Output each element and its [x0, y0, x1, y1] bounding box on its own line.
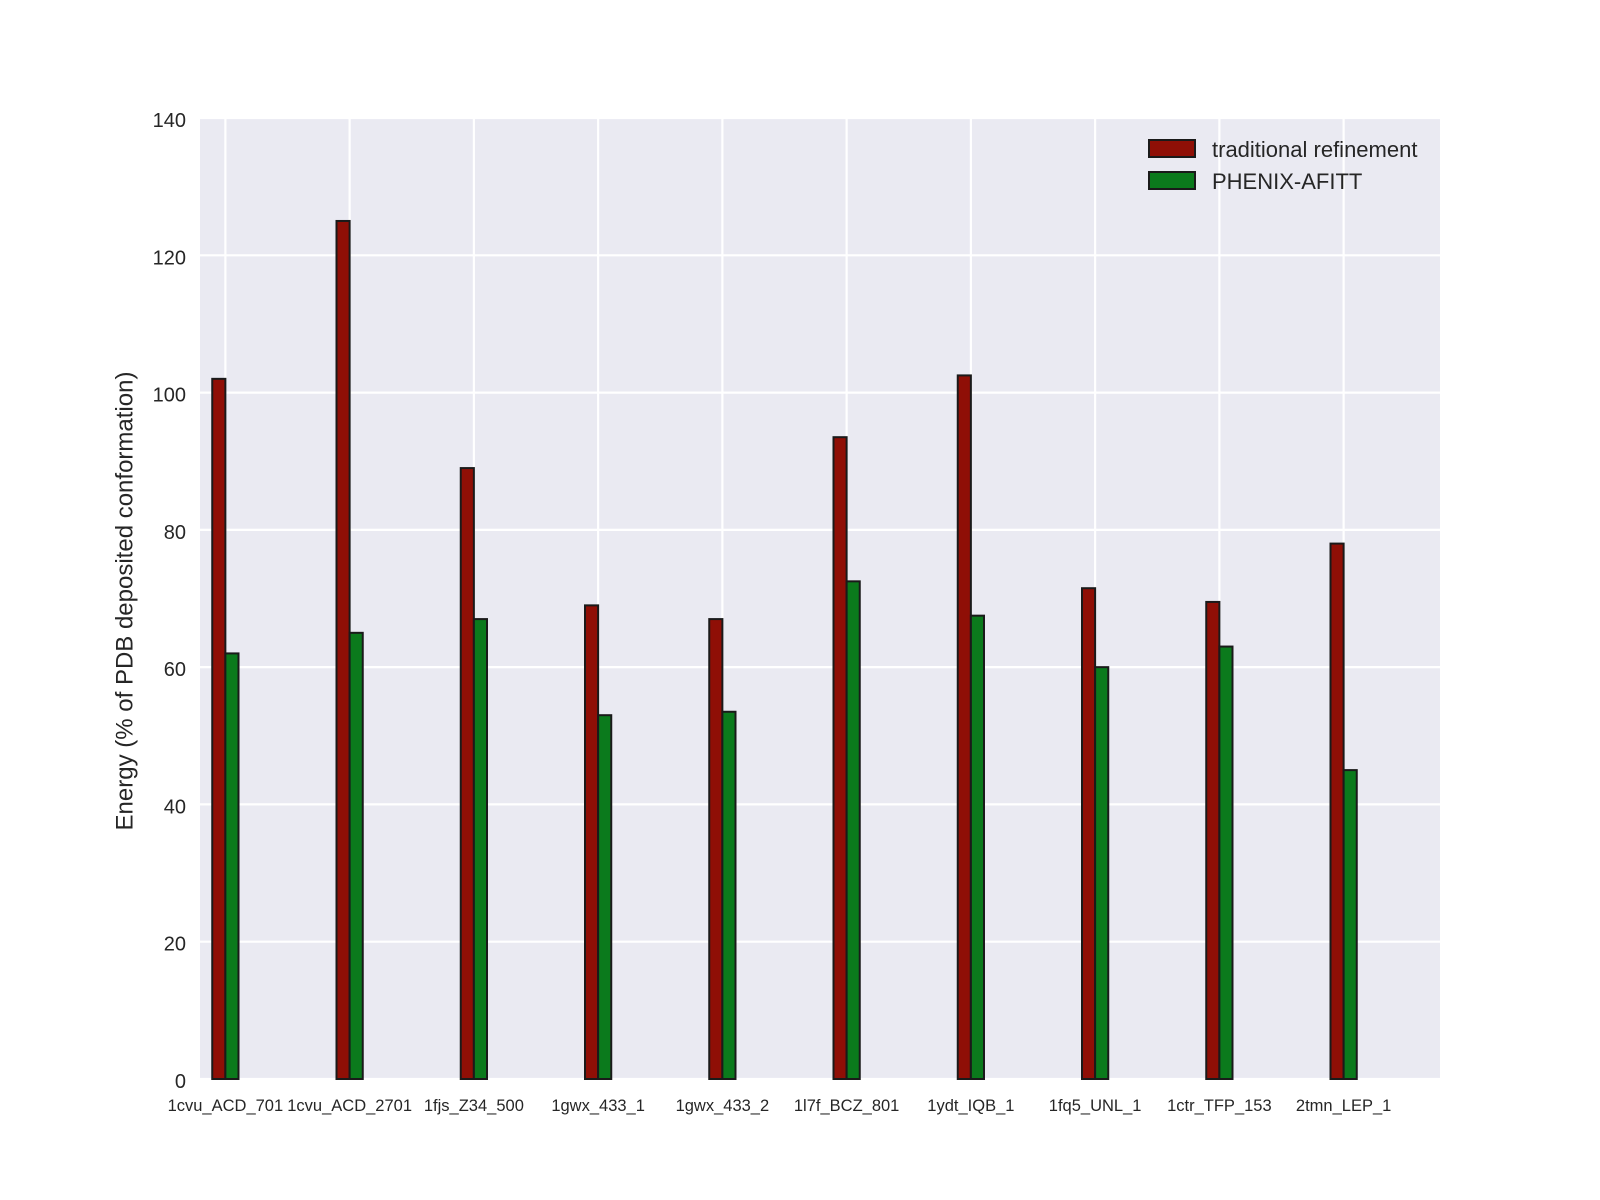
svg-text:100: 100 — [153, 385, 186, 407]
svg-text:0: 0 — [175, 1071, 186, 1093]
svg-text:1cvu_ACD_701: 1cvu_ACD_701 — [168, 1097, 284, 1115]
svg-text:1gwx_433_2: 1gwx_433_2 — [676, 1097, 770, 1115]
svg-text:1gwx_433_1: 1gwx_433_1 — [551, 1097, 645, 1115]
svg-text:1l7f_BCZ_801: 1l7f_BCZ_801 — [794, 1097, 900, 1115]
svg-text:PHENIX-AFITT: PHENIX-AFITT — [1212, 169, 1362, 194]
svg-text:140: 140 — [153, 110, 186, 132]
svg-text:2tmn_LEP_1: 2tmn_LEP_1 — [1296, 1097, 1391, 1115]
svg-text:1fq5_UNL_1: 1fq5_UNL_1 — [1049, 1097, 1142, 1115]
svg-text:40: 40 — [164, 796, 186, 818]
svg-text:1fjs_Z34_500: 1fjs_Z34_500 — [424, 1097, 524, 1115]
svg-text:1ctr_TFP_153: 1ctr_TFP_153 — [1167, 1097, 1272, 1115]
svg-text:Energy (% of PDB deposited con: Energy (% of PDB deposited conformation) — [112, 372, 139, 831]
svg-text:1cvu_ACD_2701: 1cvu_ACD_2701 — [287, 1097, 412, 1115]
svg-text:80: 80 — [164, 522, 186, 544]
svg-text:1ydt_IQB_1: 1ydt_IQB_1 — [927, 1097, 1014, 1115]
svg-text:traditional refinement: traditional refinement — [1212, 137, 1417, 162]
svg-text:20: 20 — [164, 934, 186, 956]
svg-text:120: 120 — [153, 247, 186, 269]
svg-text:60: 60 — [164, 659, 186, 681]
